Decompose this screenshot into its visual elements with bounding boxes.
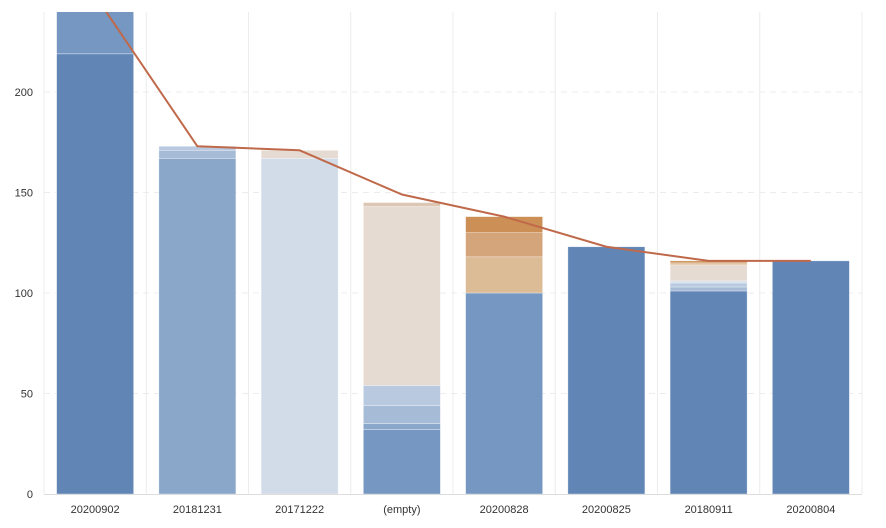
bar-segment[interactable] xyxy=(363,207,440,386)
bar-segment[interactable] xyxy=(363,385,440,405)
y-tick-label: 100 xyxy=(15,288,33,300)
bar-segment[interactable] xyxy=(363,430,440,494)
bar-segment[interactable] xyxy=(670,265,747,281)
bar-segment[interactable] xyxy=(670,283,747,287)
bar-segment[interactable] xyxy=(363,203,440,207)
bar-segment[interactable] xyxy=(363,406,440,424)
y-tick-label: 200 xyxy=(15,87,33,99)
bar-segment[interactable] xyxy=(670,281,747,283)
y-tick-label: 150 xyxy=(15,188,33,200)
x-tick-label: 20171222 xyxy=(275,504,324,516)
bar-segment[interactable] xyxy=(466,257,543,293)
bar-segment[interactable] xyxy=(261,158,338,494)
bar-segment[interactable] xyxy=(159,150,236,158)
x-tick-label: 20200804 xyxy=(786,504,835,516)
bar-segment[interactable] xyxy=(57,54,134,494)
x-tick-label: 20200902 xyxy=(71,504,120,516)
bar-segment[interactable] xyxy=(159,158,236,494)
bar-segment[interactable] xyxy=(670,291,747,494)
bar-segment[interactable] xyxy=(670,287,747,291)
bar-segment[interactable] xyxy=(363,424,440,430)
bar-segment[interactable] xyxy=(466,233,543,257)
bar-segment[interactable] xyxy=(466,293,543,494)
bar-segment[interactable] xyxy=(670,263,747,265)
bar-segment[interactable] xyxy=(57,12,134,54)
y-tick-label: 0 xyxy=(27,489,33,501)
bar-segment[interactable] xyxy=(772,261,849,494)
x-tick-label: (empty) xyxy=(383,504,420,516)
bar-segment[interactable] xyxy=(261,150,338,158)
x-tick-label: 20181231 xyxy=(173,504,222,516)
y-tick-label: 50 xyxy=(21,389,33,401)
x-tick-label: 20200825 xyxy=(582,504,631,516)
x-tick-label: 20180911 xyxy=(685,504,733,516)
x-tick-label: 20200828 xyxy=(480,504,529,516)
bar-segment[interactable] xyxy=(568,247,645,494)
